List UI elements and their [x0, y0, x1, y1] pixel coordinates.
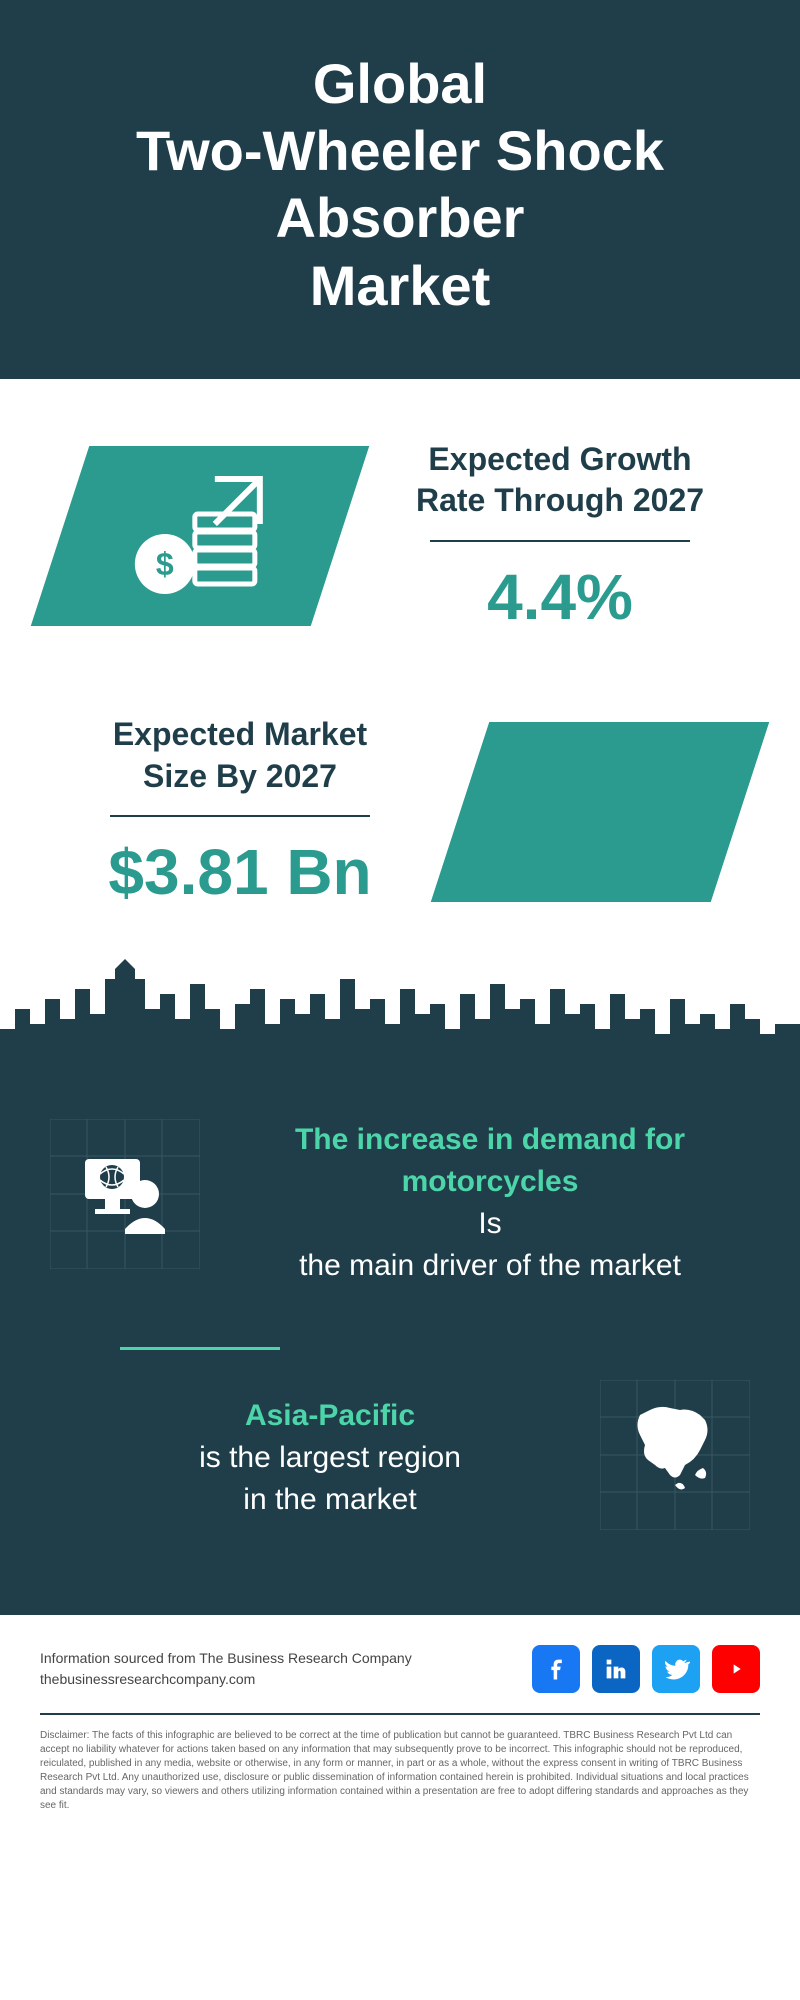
header-banner: Global Two-Wheeler Shock Absorber Market [0, 0, 800, 379]
growth-rate-section: $ Expected Growth Rate Through 2027 4.4% [0, 379, 800, 674]
driver-mid: Is [478, 1207, 501, 1240]
driver-block: The increase in demand for motorcycles I… [50, 1119, 750, 1287]
market-size-shape [431, 722, 769, 902]
title-line-4: Market [310, 254, 491, 317]
page-title: Global Two-Wheeler Shock Absorber Market [40, 50, 760, 319]
grid-user-icon [50, 1119, 200, 1274]
title-line-3: Absorber [276, 186, 525, 249]
footer-top-row: Information sourced from The Business Re… [40, 1645, 760, 1693]
accent-line [120, 1347, 280, 1350]
growth-value: 4.4% [380, 560, 740, 634]
source-text: Information sourced from The Business Re… [40, 1648, 412, 1690]
disclaimer-text: Disclaimer: The facts of this infographi… [40, 1729, 760, 1813]
driver-highlight: The increase in demand for motorcycles [295, 1123, 685, 1198]
region-body-1: is the largest region [199, 1441, 461, 1474]
market-size-stat-block: Expected Market Size By 2027 $3.81 Bn [60, 714, 420, 909]
market-size-section: Expected Market Size By 2027 $3.81 Bn [0, 674, 800, 939]
divider [110, 815, 370, 817]
divider [430, 540, 690, 542]
youtube-icon[interactable] [712, 1645, 760, 1693]
skyline-silhouette [0, 939, 800, 1079]
twitter-icon[interactable] [652, 1645, 700, 1693]
money-growth-icon: $ [120, 469, 280, 599]
title-line-1: Global [313, 52, 487, 115]
region-block: Asia-Pacific is the largest region in th… [50, 1380, 750, 1535]
insights-section: The increase in demand for motorcycles I… [0, 1079, 800, 1615]
growth-label: Expected Growth Rate Through 2027 [380, 439, 740, 522]
region-body-2: in the market [243, 1483, 416, 1516]
title-line-2: Two-Wheeler Shock [136, 119, 664, 182]
footer: Information sourced from The Business Re… [0, 1615, 800, 1833]
svg-text:$: $ [156, 546, 174, 582]
growth-shape: $ [31, 446, 369, 626]
region-highlight: Asia-Pacific [245, 1399, 415, 1432]
driver-text: The increase in demand for motorcycles I… [230, 1119, 750, 1287]
market-size-label: Expected Market Size By 2027 [60, 714, 420, 797]
linkedin-icon[interactable] [592, 1645, 640, 1693]
grid-map-icon [600, 1380, 750, 1535]
footer-divider [40, 1713, 760, 1715]
growth-stat-block: Expected Growth Rate Through 2027 4.4% [380, 439, 740, 634]
region-text: Asia-Pacific is the largest region in th… [50, 1395, 570, 1521]
social-icons [532, 1645, 760, 1693]
driver-body: the main driver of the market [299, 1249, 681, 1282]
facebook-icon[interactable] [532, 1645, 580, 1693]
market-size-value: $3.81 Bn [60, 835, 420, 909]
